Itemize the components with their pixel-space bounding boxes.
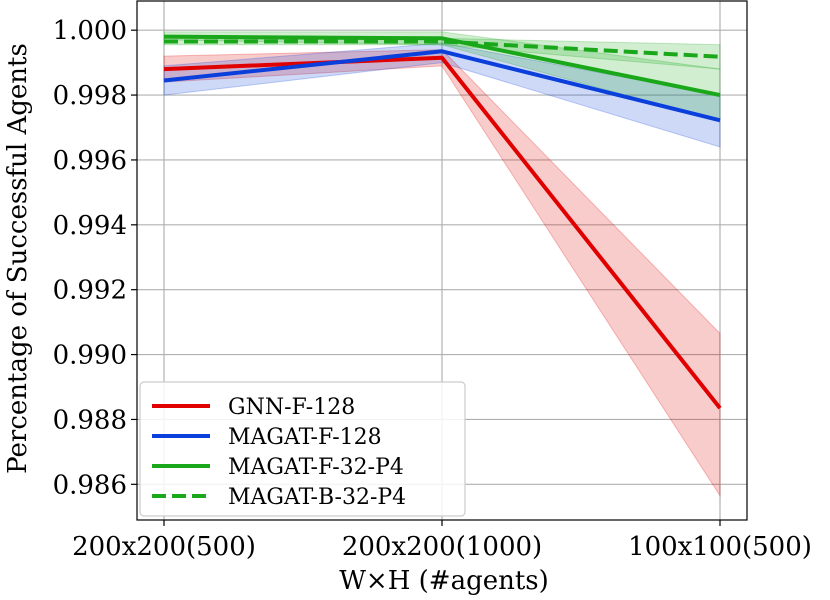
legend-box <box>139 381 466 517</box>
series-line <box>163 55 722 410</box>
legend-label: MAGAT-B-32-P4 <box>228 485 406 510</box>
legend-label: MAGAT-F-128 <box>228 425 382 450</box>
y-ticks: 0.986 0.988 0.990 0.992 0.994 0.996 0.998 1.000 <box>53 16 137 500</box>
confidence-band <box>163 42 721 148</box>
legend-label: GNN-F-128 <box>228 395 355 420</box>
series-line <box>163 49 721 123</box>
y-tick-label: 0.990 <box>53 341 127 371</box>
x-axis-label: W×H (#agents) <box>339 566 549 596</box>
y-tick-label: 0.996 <box>53 146 127 176</box>
x-tick-label: 200x200(500) <box>72 532 256 562</box>
y-tick-label: 0.986 <box>53 470 127 500</box>
y-axis-label: Percentage of Successful Agents <box>3 43 33 474</box>
legend: GNN-F-128 MAGAT-F-128 MAGAT-F-32-P4 MAGAT-B… <box>139 381 466 517</box>
x-tick-label: 100x100(500) <box>628 532 812 562</box>
y-tick-label: 0.994 <box>53 211 127 241</box>
series-line <box>164 39 721 59</box>
x-tick-label: 200x200(1000) <box>342 532 542 562</box>
y-tick-label: 0.998 <box>53 81 127 111</box>
x-ticks: 200x200(500) 200x200(1000) 100x100(500) <box>72 520 812 562</box>
series-line <box>163 34 721 98</box>
y-tick-label: 1.000 <box>53 16 127 46</box>
confidence-bands <box>163 31 721 498</box>
y-tick-label: 0.988 <box>53 405 127 435</box>
legend-label: MAGAT-F-32-P4 <box>228 455 404 480</box>
series-lines <box>163 34 722 410</box>
y-tick-label: 0.992 <box>53 276 127 306</box>
